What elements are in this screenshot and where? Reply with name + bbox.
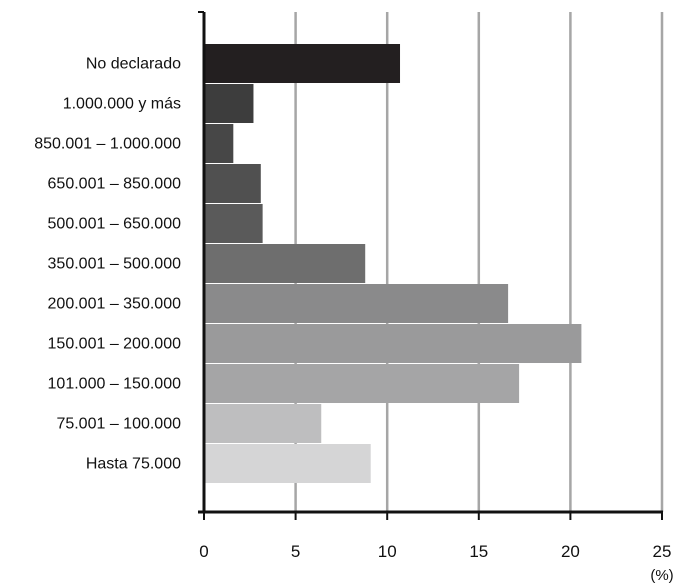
bar-11 (204, 444, 371, 483)
x-tick-label-10: 10 (378, 542, 397, 561)
category-label-3: 850.001 – 1.000.000 (34, 136, 181, 153)
x-tick-label-5: 5 (291, 542, 300, 561)
category-label-11: Hasta 75.000 (86, 456, 181, 473)
bar-4 (204, 164, 261, 203)
category-label-2: 1.000.000 y más (63, 96, 181, 113)
category-label-7: 200.001 – 350.000 (48, 296, 182, 313)
category-label-10: 75.001 – 100.000 (56, 416, 181, 433)
bar-6 (204, 244, 366, 283)
category-label-5: 500.001 – 650.000 (48, 216, 182, 233)
x-tick-label-15: 15 (469, 542, 488, 561)
bar-2 (204, 84, 254, 123)
bar-10 (204, 404, 322, 443)
category-label-9: 101.000 – 150.000 (48, 376, 182, 393)
category-label-4: 650.001 – 850.000 (48, 176, 182, 193)
bars-group (204, 44, 582, 483)
bar-5 (204, 204, 263, 243)
x-axis-unit-label: (%) (650, 567, 673, 584)
x-tick-label-20: 20 (561, 542, 580, 561)
bar-1 (204, 44, 401, 83)
x-tick-label-25: 25 (653, 542, 672, 561)
bar-8 (204, 324, 582, 363)
x-tick-labels: 0 5 10 15 20 25 (199, 542, 671, 561)
bar-3 (204, 124, 234, 163)
x-tick-label-0: 0 (199, 542, 208, 561)
category-label-1: No declarado (86, 56, 181, 73)
category-labels: No declarado 1.000.000 y más 850.001 – 1.0… (34, 56, 181, 473)
bar-7 (204, 284, 509, 323)
axes-group (198, 11, 663, 520)
category-label-8: 150.001 – 200.000 (48, 336, 182, 353)
bar-9 (204, 364, 520, 403)
category-label-6: 350.001 – 500.000 (48, 256, 182, 273)
